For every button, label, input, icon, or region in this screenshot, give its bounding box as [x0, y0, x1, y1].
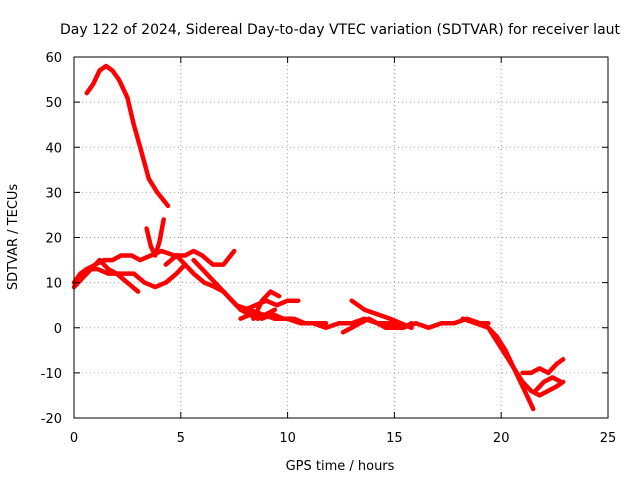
series-trace-14 [486, 325, 536, 412]
y-tick-label: -20 [41, 412, 62, 427]
series-trace-15 [520, 357, 566, 376]
chart-title: Day 122 of 2024, Sidereal Day-to-day VTE… [60, 22, 621, 38]
y-tick-label: 50 [45, 96, 62, 111]
y-tick-label: 30 [45, 186, 62, 201]
x-tick-label: 10 [279, 431, 296, 446]
x-tick-label: 5 [177, 431, 185, 446]
x-tick-label: 15 [386, 431, 403, 446]
series-trace-10 [251, 289, 282, 321]
series-trace-1 [84, 63, 171, 209]
y-tick-label: 0 [54, 322, 62, 337]
y-tick-label: 40 [45, 141, 62, 156]
series-trace-11 [340, 316, 414, 335]
series-trace-16 [533, 375, 564, 394]
y-tick-label: 10 [45, 277, 62, 292]
x-tick-label: 25 [600, 431, 617, 446]
x-tick-label: 0 [70, 431, 78, 446]
data-series [71, 63, 566, 412]
x-tick-label: 20 [493, 431, 510, 446]
series-trace-4 [76, 262, 188, 290]
axis-ticks: 0 5 10 15 20 25 -20 -10 0 10 20 30 40 50 60 [41, 51, 617, 446]
series-trace-5 [144, 217, 166, 258]
x-axis-label: GPS time / hours [286, 459, 395, 474]
series-trace-12 [349, 298, 414, 331]
y-tick-label: -10 [41, 367, 62, 382]
y-axis-label: SDTVAR / TECUs [6, 184, 21, 291]
y-tick-label: 60 [45, 51, 62, 66]
y-tick-label: 20 [45, 232, 62, 247]
grid [74, 57, 608, 418]
series-trace-13 [460, 316, 566, 398]
series-trace-3 [71, 257, 141, 294]
